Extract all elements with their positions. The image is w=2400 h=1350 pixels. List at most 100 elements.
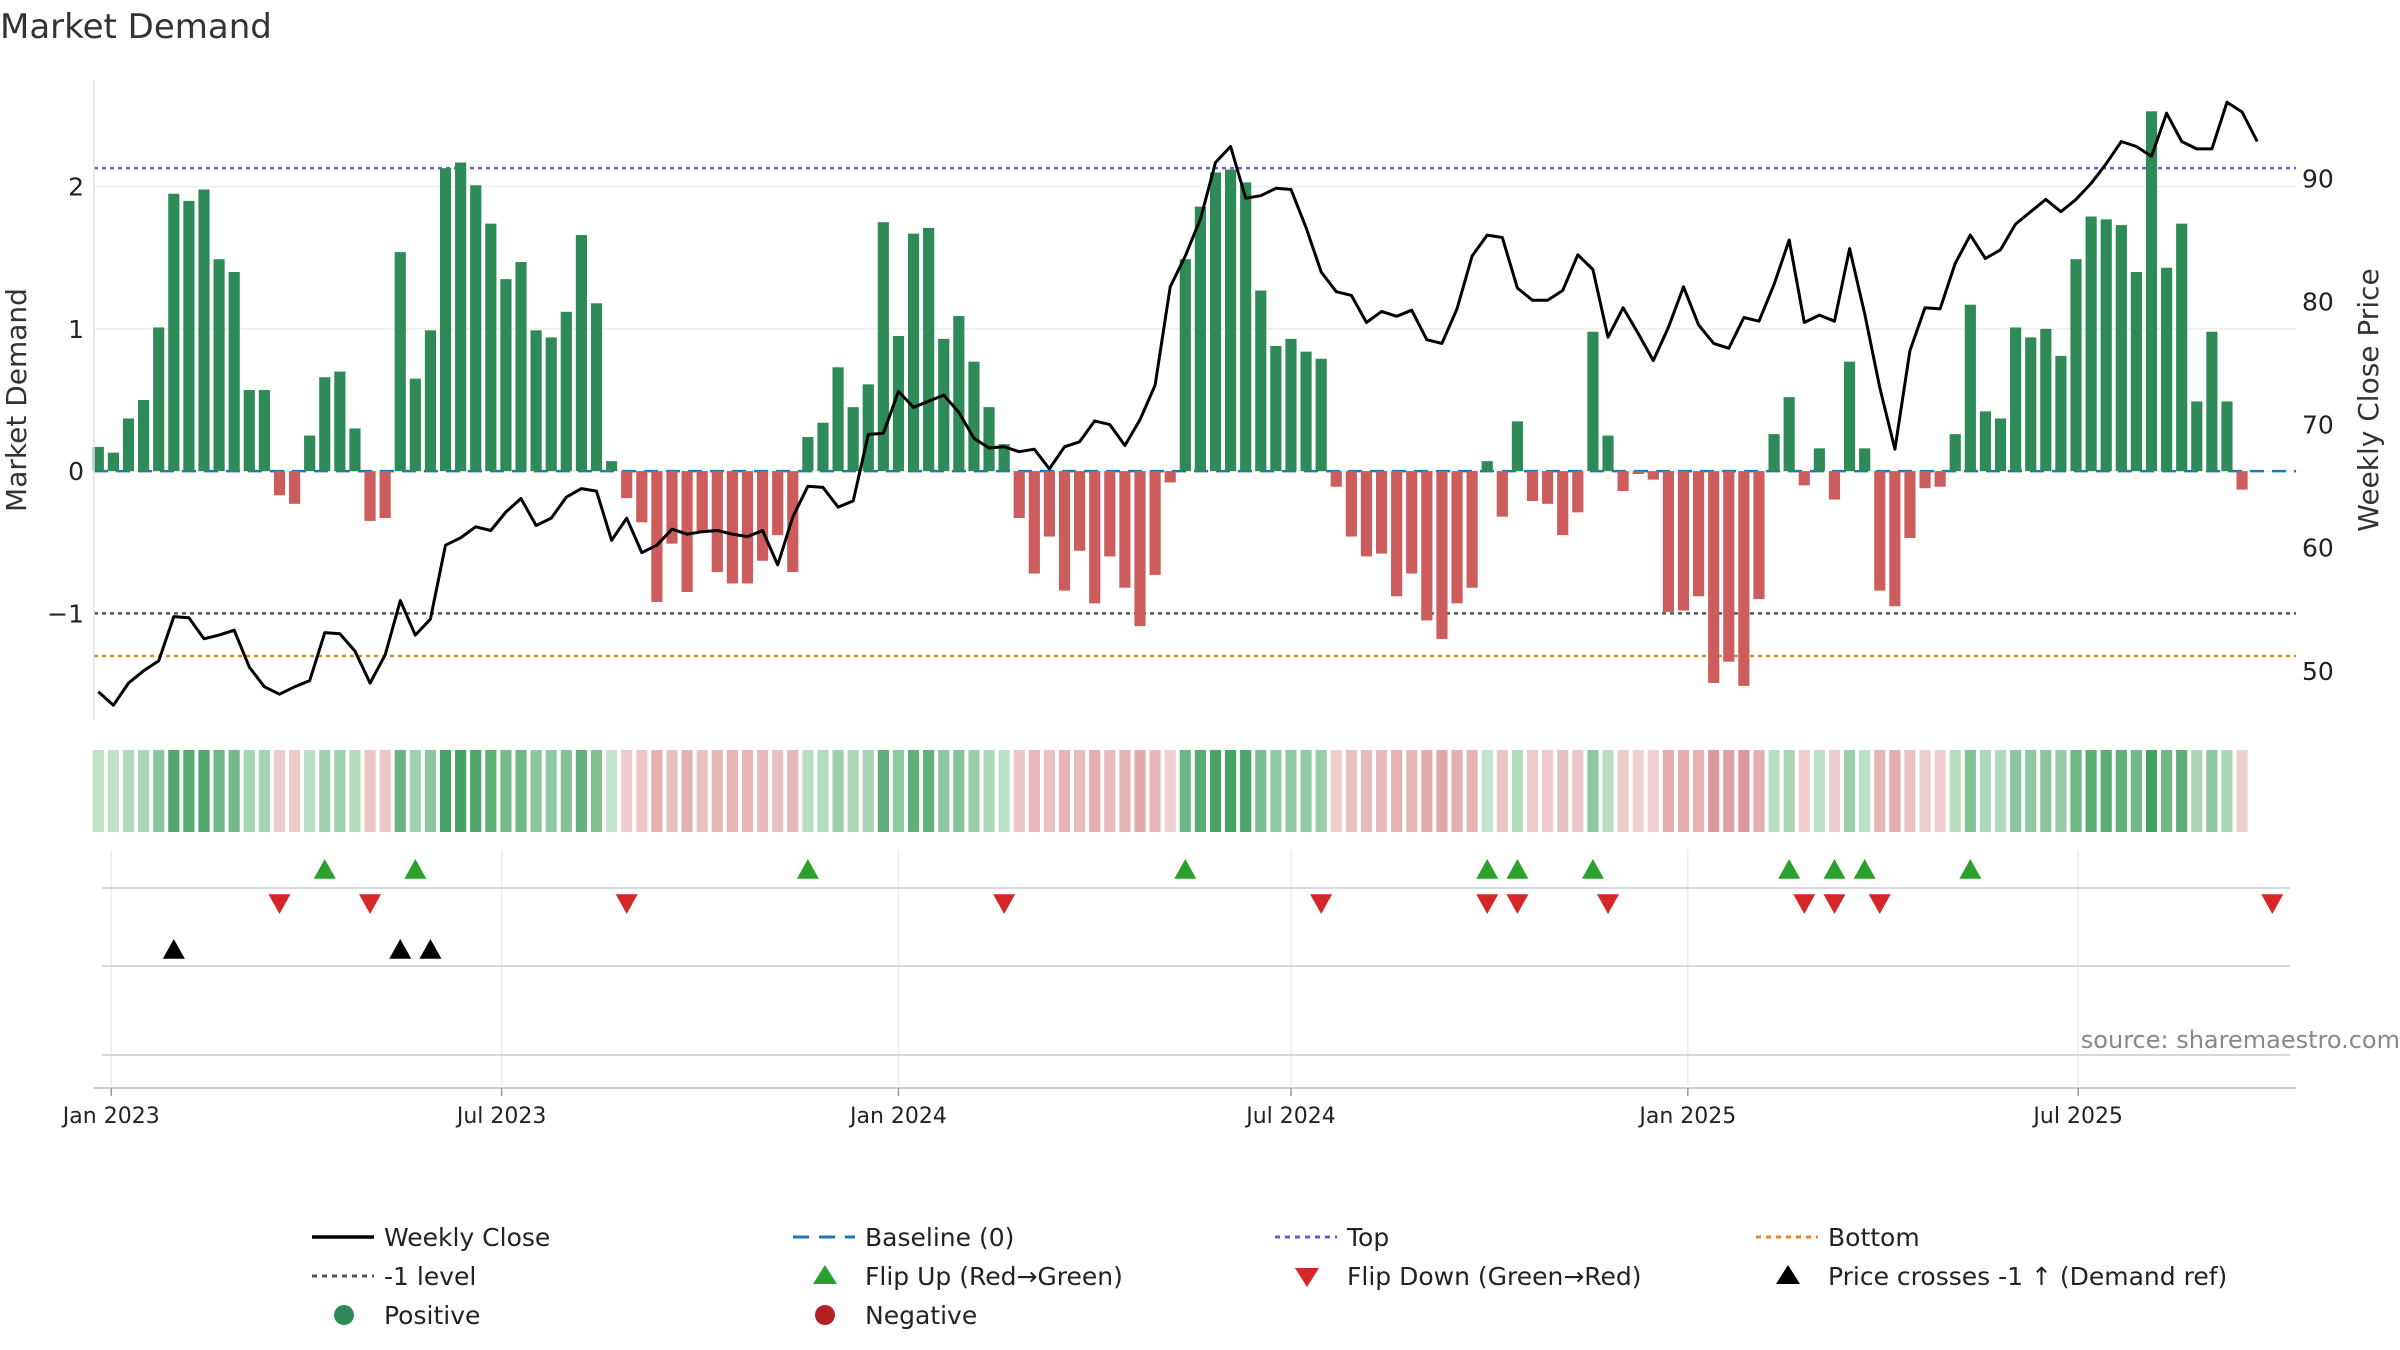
price-cross-marker [162, 939, 185, 959]
demand-bar [1315, 358, 1327, 472]
demand-bar [606, 461, 618, 472]
heat-cell [2161, 750, 2173, 832]
heat-cell [877, 750, 889, 832]
flip-down-marker [1793, 894, 1816, 914]
heat-cell [1994, 750, 2007, 832]
heat-cell [394, 750, 406, 832]
heat-cell [636, 750, 648, 832]
demand-bar [1194, 206, 1206, 472]
heat-cell [1828, 750, 1841, 832]
demand-bar [515, 262, 527, 472]
demand-bar [1074, 471, 1086, 551]
x-tick-label: Jan 2025 [1637, 1104, 1736, 1129]
demand-bar [153, 327, 165, 472]
legend-item: Flip Down (Green→Red) [1295, 1262, 1642, 1291]
demand-bar [666, 471, 678, 544]
heat-cell [2236, 750, 2248, 832]
heat-cell [1300, 750, 1312, 832]
y2-tick-label: 60 [2302, 534, 2334, 563]
flip-down-marker [1597, 894, 1620, 914]
demand-bar [1617, 471, 1629, 492]
flip-up-marker [404, 859, 427, 879]
demand-bar [892, 336, 905, 472]
heat-cell [2055, 750, 2067, 832]
heat-cell [1466, 750, 1478, 832]
legend-item: Flip Up (Red→Green) [813, 1262, 1123, 1291]
heat-cell [1783, 750, 1795, 832]
demand-bar [1677, 471, 1690, 611]
demand-bar [1028, 471, 1040, 574]
legend-label: Flip Down (Green→Red) [1347, 1262, 1642, 1291]
demand-bar [1058, 471, 1071, 591]
heat-cell [2040, 750, 2052, 832]
demand-bar [1300, 351, 1312, 472]
demand-bar [2161, 267, 2173, 472]
heat-cell [1496, 750, 1508, 832]
flip-up-marker [1476, 859, 1499, 879]
demand-bar [1557, 471, 1569, 536]
demand-bar [1240, 182, 1252, 472]
demand-bar [1406, 471, 1418, 574]
demand-bar [1375, 471, 1388, 554]
heat-cell [1058, 750, 1071, 832]
heat-cell [2085, 750, 2097, 832]
heat-cell [1693, 750, 1705, 832]
y2-tick-label: 70 [2302, 411, 2334, 440]
legend-label: Weekly Close [384, 1223, 550, 1252]
demand-bar [1285, 338, 1297, 472]
demand-bar [1949, 434, 1961, 472]
demand-bar [1632, 471, 1644, 474]
heat-cell [1738, 750, 1750, 832]
legend-item: Positive [334, 1301, 480, 1330]
demand-bar [1466, 471, 1478, 588]
demand-bar [545, 337, 557, 472]
heat-cell [2100, 750, 2112, 832]
demand-bar [726, 471, 738, 584]
demand-bar [590, 303, 603, 472]
demand-bar [1089, 471, 1101, 604]
heat-cell [1436, 750, 1448, 832]
heat-cell [319, 750, 331, 832]
heat-cell [862, 750, 874, 832]
heat-cell [1104, 750, 1116, 832]
demand-bar [319, 377, 331, 472]
flip-down-marker [359, 894, 382, 914]
demand-bar [273, 471, 286, 496]
demand-bar [1164, 471, 1176, 483]
demand-bar [92, 446, 104, 472]
flip-up-marker [1853, 859, 1876, 879]
demand-bar [349, 428, 361, 472]
heat-cell [92, 750, 104, 832]
demand-bar [1813, 448, 1825, 472]
heat-cell [938, 750, 950, 832]
y-tick-label: 2 [68, 173, 84, 202]
heat-cell [696, 750, 708, 832]
demand-bar [1738, 471, 1750, 686]
heat-cell [1662, 750, 1674, 832]
demand-bar [1209, 172, 1222, 472]
heat-cell [1753, 750, 1765, 832]
demand-bar [500, 279, 512, 472]
chart-title: Market Demand [0, 7, 272, 47]
demand-bar [122, 418, 135, 472]
demand-bar [1013, 471, 1025, 519]
demand-bar [998, 444, 1010, 472]
flip-down-marker [993, 894, 1016, 914]
heat-cell [1315, 750, 1327, 832]
demand-bar [575, 235, 588, 472]
demand-bar [364, 471, 376, 521]
demand-bar [2145, 111, 2158, 472]
demand-bar [2010, 327, 2022, 472]
legend-swatch-circle [815, 1305, 835, 1325]
heat-cell [1647, 750, 1659, 832]
heat-cell [590, 750, 603, 832]
heat-cell [847, 750, 859, 832]
heat-cell [545, 750, 557, 832]
demand-bar [1587, 331, 1599, 472]
legend-label: Top [1346, 1223, 1389, 1252]
demand-bar [409, 378, 421, 472]
demand-bar [907, 233, 920, 472]
demand-bar [258, 390, 270, 472]
x-tick-label: Jan 2024 [848, 1104, 947, 1129]
legend-label: Positive [384, 1301, 480, 1330]
